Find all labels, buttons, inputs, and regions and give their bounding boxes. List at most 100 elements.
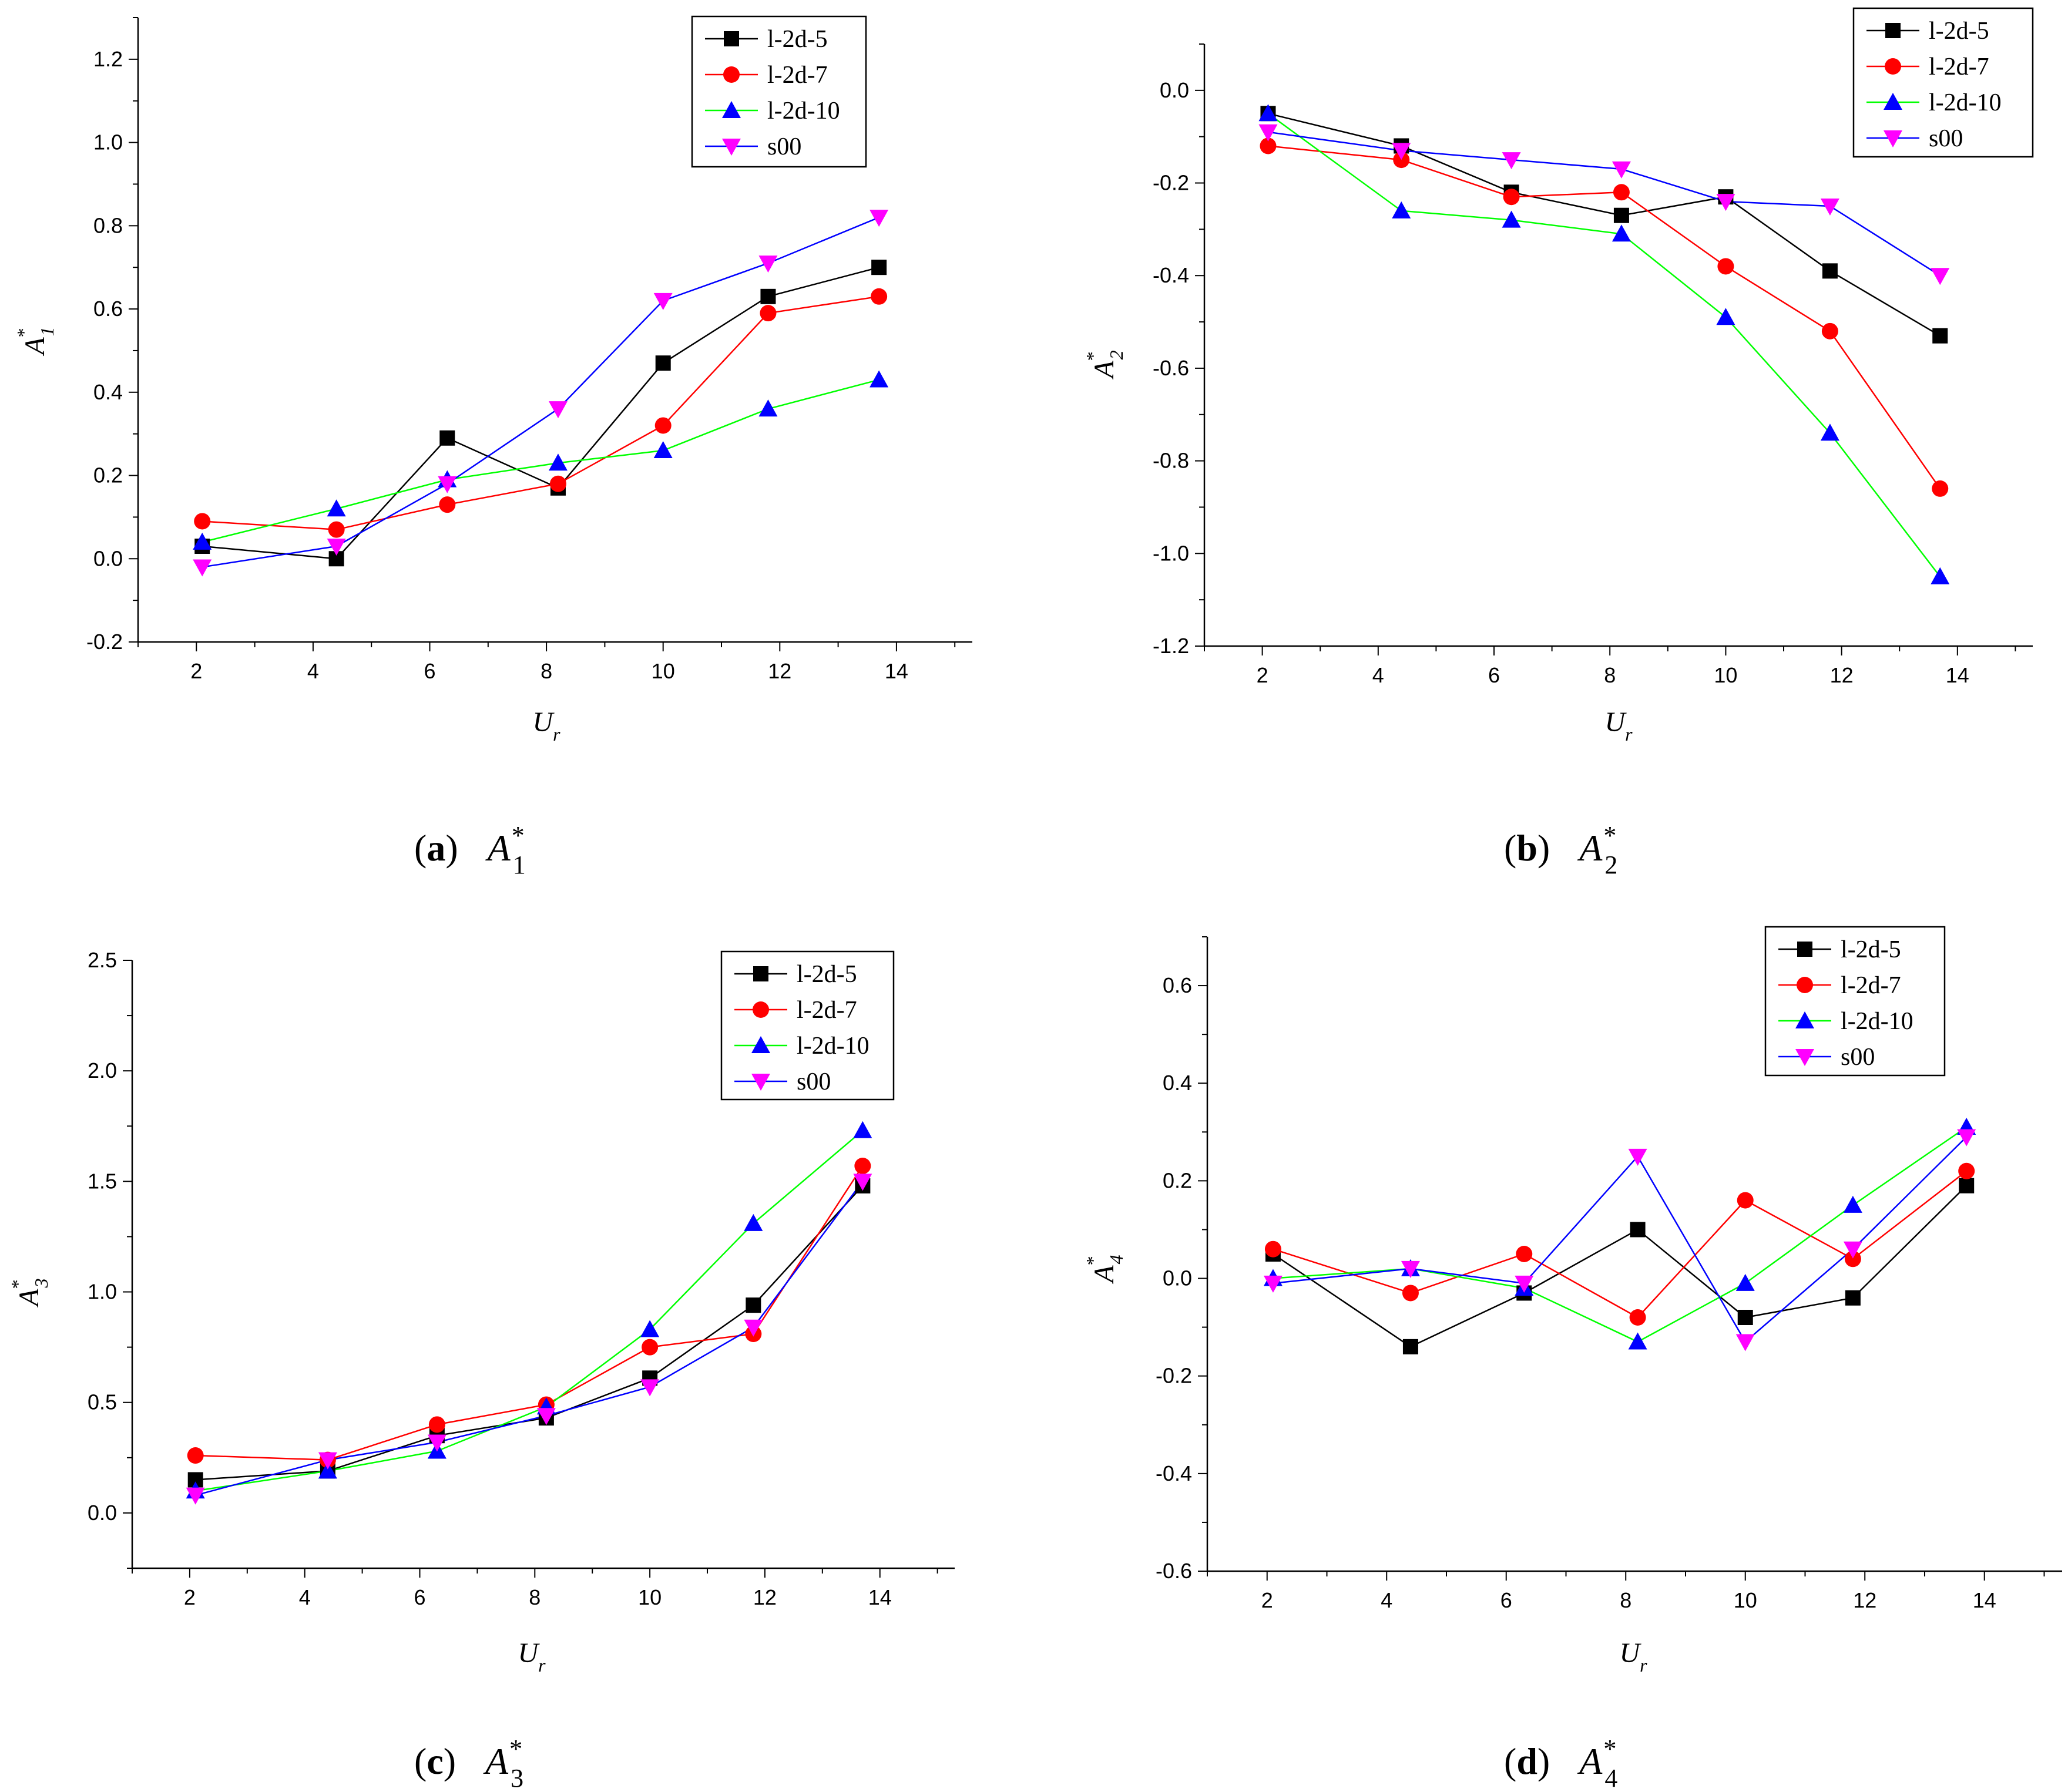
legend-label-l-2d-7: l-2d-7 — [767, 62, 828, 89]
legend-label-l-2d-10: l-2d-10 — [767, 97, 840, 125]
data-point-l-2d-10 — [653, 441, 673, 459]
x-tick-label: 12 — [1830, 663, 1854, 687]
legend-label-l-2d-5: l-2d-5 — [1841, 936, 1901, 963]
data-point-l-2d-5 — [1959, 1178, 1975, 1193]
y-tick-label: 1.2 — [93, 47, 123, 71]
x-tick-label: 10 — [638, 1585, 662, 1609]
data-point-l-2d-7 — [1503, 189, 1520, 206]
legend-box — [691, 15, 867, 168]
caption-open-paren: ( — [1504, 1740, 1516, 1782]
data-point-s00 — [870, 210, 889, 227]
x-axis-label: Ur — [518, 1638, 546, 1676]
series-line-l-2d-5 — [1273, 1185, 1968, 1348]
data-point-l-2d-10 — [870, 370, 889, 388]
caption-sup: * — [1603, 821, 1616, 850]
data-point-s00 — [1401, 1260, 1420, 1278]
data-point-l-2d-5 — [746, 1297, 761, 1313]
data-point-l-2d-7 — [1958, 1162, 1975, 1179]
legend-marker-s00 — [1795, 1049, 1814, 1066]
data-point-s00 — [193, 559, 212, 577]
legend-label-l-2d-7: l-2d-7 — [797, 997, 857, 1024]
data-point-l-2d-7 — [1402, 1285, 1419, 1302]
data-point-l-2d-7 — [760, 305, 777, 322]
y-axis-label-sup: * — [7, 1279, 28, 1289]
y-tick-label: 0.6 — [1163, 973, 1192, 997]
x-axis-label-sub: r — [1640, 1655, 1647, 1676]
series-line-s00 — [202, 217, 879, 568]
x-tick-label: 4 — [307, 659, 319, 683]
y-axis-label-text: A* 4 — [1082, 1255, 1127, 1284]
data-point-l-2d-7 — [1844, 1250, 1861, 1267]
x-tick-label: 12 — [768, 659, 791, 683]
caption-symbol: A — [1577, 827, 1603, 869]
data-point-l-2d-10 — [327, 499, 346, 517]
data-point-l-2d-7 — [328, 521, 345, 538]
data-point-s00 — [1820, 198, 1839, 216]
data-point-s00 — [640, 1379, 660, 1397]
y-tick-label: 0.4 — [1163, 1071, 1192, 1095]
x-tick-label: 14 — [868, 1585, 892, 1609]
x-axis-label: Ur — [1619, 1638, 1647, 1676]
legend-label-l-2d-10: l-2d-10 — [1841, 1008, 1913, 1035]
caption-sub: 1 — [513, 850, 526, 879]
legend-marker-l-2d-7 — [723, 66, 740, 83]
series-line-l-2d-7 — [1273, 1170, 1967, 1319]
y-tick-label: 0.0 — [93, 546, 123, 570]
panel-caption: (b) A* 2 — [1504, 821, 1617, 879]
legend-label-l-2d-10: l-2d-10 — [797, 1033, 870, 1060]
y-tick-label: 2.0 — [88, 1058, 117, 1082]
caption-sub: 3 — [511, 1764, 523, 1792]
legend-box — [720, 950, 895, 1101]
data-point-l-2d-10 — [758, 399, 778, 417]
y-axis-label-sub: 3 — [31, 1278, 52, 1288]
data-point-l-2d-7 — [1613, 184, 1630, 201]
y-tick-label: 0.8 — [93, 213, 123, 237]
data-point-s00 — [438, 476, 457, 493]
legend: l-2d-5 l-2d-7 l-2d-10 s00 — [720, 950, 895, 1101]
y-axis-label: A* 2 — [1082, 350, 1127, 379]
y-tick-label: 1.0 — [88, 1280, 117, 1304]
legend-label-l-2d-7: l-2d-7 — [1929, 53, 1989, 80]
data-point-l-2d-10 — [1502, 210, 1521, 228]
caption-open-paren: ( — [1504, 827, 1516, 869]
x-tick-label: 8 — [540, 659, 552, 683]
data-point-l-2d-10 — [193, 532, 212, 550]
panel-caption: (d) A* 4 — [1504, 1734, 1617, 1792]
data-point-l-2d-10 — [548, 453, 568, 471]
legend-label-l-2d-5: l-2d-5 — [1929, 18, 1989, 45]
caption-close-paren: ) — [444, 1740, 456, 1782]
data-point-l-2d-10 — [1735, 1273, 1755, 1291]
y-axis-label-sub: 1 — [36, 327, 58, 336]
data-point-l-2d-7 — [1932, 480, 1949, 497]
data-point-s00 — [427, 1434, 446, 1452]
data-point-l-2d-7 — [428, 1416, 445, 1433]
legend-box — [1764, 926, 1946, 1077]
panel-caption: (c) A* 3 — [414, 1734, 523, 1792]
series-line-s00 — [195, 1181, 864, 1497]
y-tick-label: 1.5 — [88, 1169, 117, 1193]
x-tick-label: 6 — [414, 1585, 425, 1609]
data-point-l-2d-5 — [1845, 1290, 1861, 1306]
data-point-s00 — [327, 539, 346, 556]
data-point-l-2d-7 — [439, 496, 456, 513]
y-axis-label: A* 1 — [13, 327, 58, 356]
caption-sup: * — [509, 1734, 522, 1763]
x-tick-label: 14 — [1946, 663, 1969, 687]
caption-letter: d — [1516, 1740, 1537, 1782]
x-axis-label-symbol: U — [1619, 1638, 1641, 1669]
data-point-l-2d-7 — [194, 513, 211, 530]
x-tick-label: 14 — [885, 659, 908, 683]
y-tick-label: 0.0 — [1163, 1266, 1192, 1290]
data-point-s00 — [548, 401, 568, 419]
data-point-s00 — [1843, 1241, 1862, 1259]
legend: l-2d-5 l-2d-7 l-2d-10 s00 — [691, 15, 867, 168]
legend-marker-l-2d-10 — [751, 1036, 770, 1053]
y-tick-label: -0.4 — [1153, 263, 1189, 287]
data-point-s00 — [758, 255, 778, 273]
data-point-l-2d-7 — [854, 1158, 871, 1175]
data-point-l-2d-10 — [1931, 567, 1950, 584]
caption-open-paren: ( — [414, 1740, 427, 1782]
legend-marker-l-2d-5 — [1885, 23, 1901, 38]
x-tick-label: 2 — [1261, 1588, 1273, 1612]
y-axis-label-symbol: A — [1089, 1265, 1120, 1285]
